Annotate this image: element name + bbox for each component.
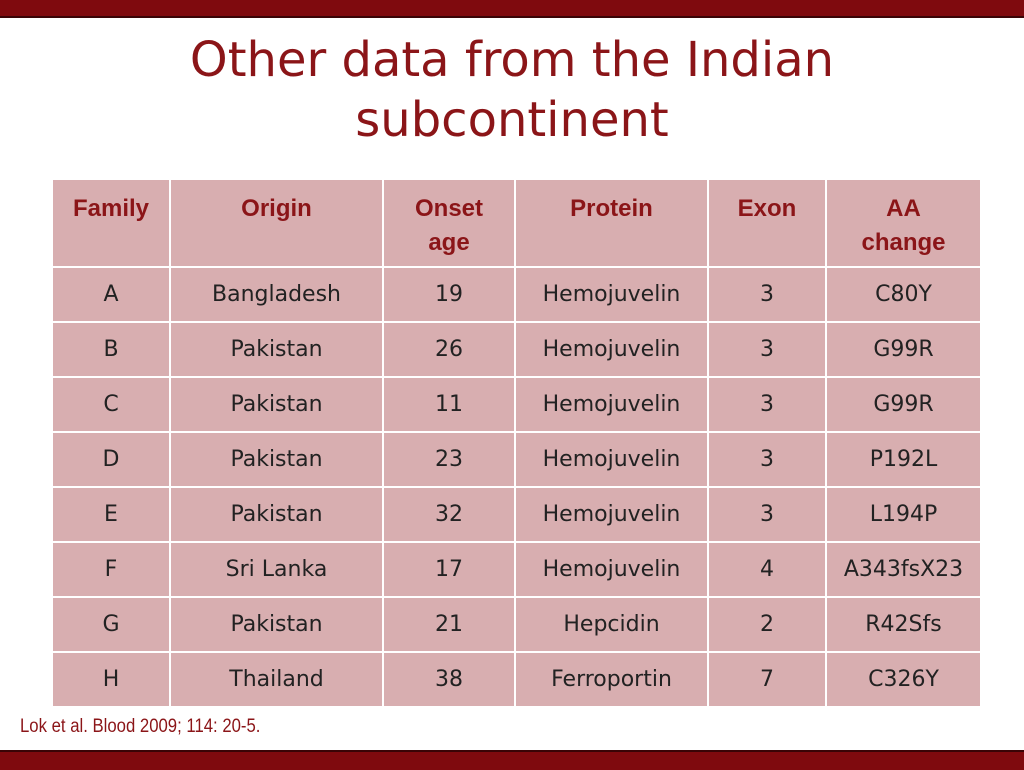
table-cell: Hemojuvelin	[514, 376, 709, 433]
top-bar	[0, 0, 1024, 18]
table-row: C Pakistan 11 Hemojuvelin 3 G99R	[51, 376, 982, 433]
header-text: Origin	[241, 195, 312, 222]
table-cell: 38	[382, 651, 516, 708]
header-cell: Protein	[514, 178, 709, 268]
header-cell: Exon	[707, 178, 827, 268]
table-row: F Sri Lanka 17 Hemojuvelin 4 A343fsX23	[51, 541, 982, 598]
table-cell: 3	[707, 376, 827, 433]
table-cell: 3	[707, 266, 827, 323]
table-cell: 21	[382, 596, 516, 653]
table-cell: A	[51, 266, 171, 323]
header-text: Family	[72, 195, 150, 222]
table-cell: Hemojuvelin	[514, 431, 709, 488]
table-cell: Hemojuvelin	[514, 541, 709, 598]
table-cell: F	[51, 541, 171, 598]
slide-title: Other data from the Indian subcontinent	[189, 32, 835, 148]
table-cell: 19	[382, 266, 516, 323]
table-row: A Bangladesh 19 Hemojuvelin 3 C80Y	[51, 266, 982, 323]
table-row: E Pakistan 32 Hemojuvelin 3 L194P	[51, 486, 982, 543]
table-cell: 26	[382, 321, 516, 378]
table-cell: C80Y	[825, 266, 982, 323]
table-cell: 3	[707, 431, 827, 488]
header-cell: Origin	[169, 178, 384, 268]
table-row: H Thailand 38 Ferroportin 7 C326Y	[51, 651, 982, 708]
table-body: A Bangladesh 19 Hemojuvelin 3 C80Y B Pakistan 26…	[51, 266, 982, 708]
table-cell: Thailand	[169, 651, 384, 708]
table-cell: Pakistan	[169, 431, 384, 488]
table-row: D Pakistan 23 Hemojuvelin 3 P192L	[51, 431, 982, 488]
bottom-bar	[0, 750, 1024, 770]
table-cell: A343fsX23	[825, 541, 982, 598]
table-cell: 4	[707, 541, 827, 598]
header-cell: AA change	[825, 178, 982, 268]
header-text: Onset age	[414, 195, 483, 256]
table-cell: Hemojuvelin	[514, 486, 709, 543]
table-cell: L194P	[825, 486, 982, 543]
table-cell: Sri Lanka	[169, 541, 384, 598]
table-cell: E	[51, 486, 171, 543]
table-cell: G99R	[825, 376, 982, 433]
data-table: Family Origin Onset age Protein Exon AA chang…	[51, 178, 982, 708]
table-cell: C326Y	[825, 651, 982, 708]
table-cell: 3	[707, 321, 827, 378]
table-cell: Pakistan	[169, 596, 384, 653]
table-cell: Pakistan	[169, 376, 384, 433]
table-cell: 2	[707, 596, 827, 653]
header-cell: Family	[51, 178, 171, 268]
table-cell: 3	[707, 486, 827, 543]
table-cell: Ferroportin	[514, 651, 709, 708]
header-row: Family Origin Onset age Protein Exon AA chang…	[51, 178, 982, 268]
table-cell: 17	[382, 541, 516, 598]
table-cell: 23	[382, 431, 516, 488]
table-cell: Pakistan	[169, 321, 384, 378]
header-text: Exon	[737, 195, 797, 222]
table-cell: B	[51, 321, 171, 378]
table-cell: C	[51, 376, 171, 433]
table-cell: P192L	[825, 431, 982, 488]
header-text: Protein	[570, 195, 653, 222]
footnote: Lok et al. Blood 2009; 114: 20-5.	[20, 716, 261, 737]
table-cell: 7	[707, 651, 827, 708]
header-text: AA change	[861, 195, 946, 256]
table-cell: G	[51, 596, 171, 653]
table-row: B Pakistan 26 Hemojuvelin 3 G99R	[51, 321, 982, 378]
table-cell: 11	[382, 376, 516, 433]
table-cell: R42Sfs	[825, 596, 982, 653]
table-cell: Bangladesh	[169, 266, 384, 323]
table-cell: G99R	[825, 321, 982, 378]
table-cell: 32	[382, 486, 516, 543]
header-cell: Onset age	[382, 178, 516, 268]
table-cell: Pakistan	[169, 486, 384, 543]
table-cell: Hemojuvelin	[514, 321, 709, 378]
table-row: G Pakistan 21 Hepcidin 2 R42Sfs	[51, 596, 982, 653]
table-cell: D	[51, 431, 171, 488]
table-cell: H	[51, 651, 171, 708]
table-cell: Hemojuvelin	[514, 266, 709, 323]
table-cell: Hepcidin	[514, 596, 709, 653]
